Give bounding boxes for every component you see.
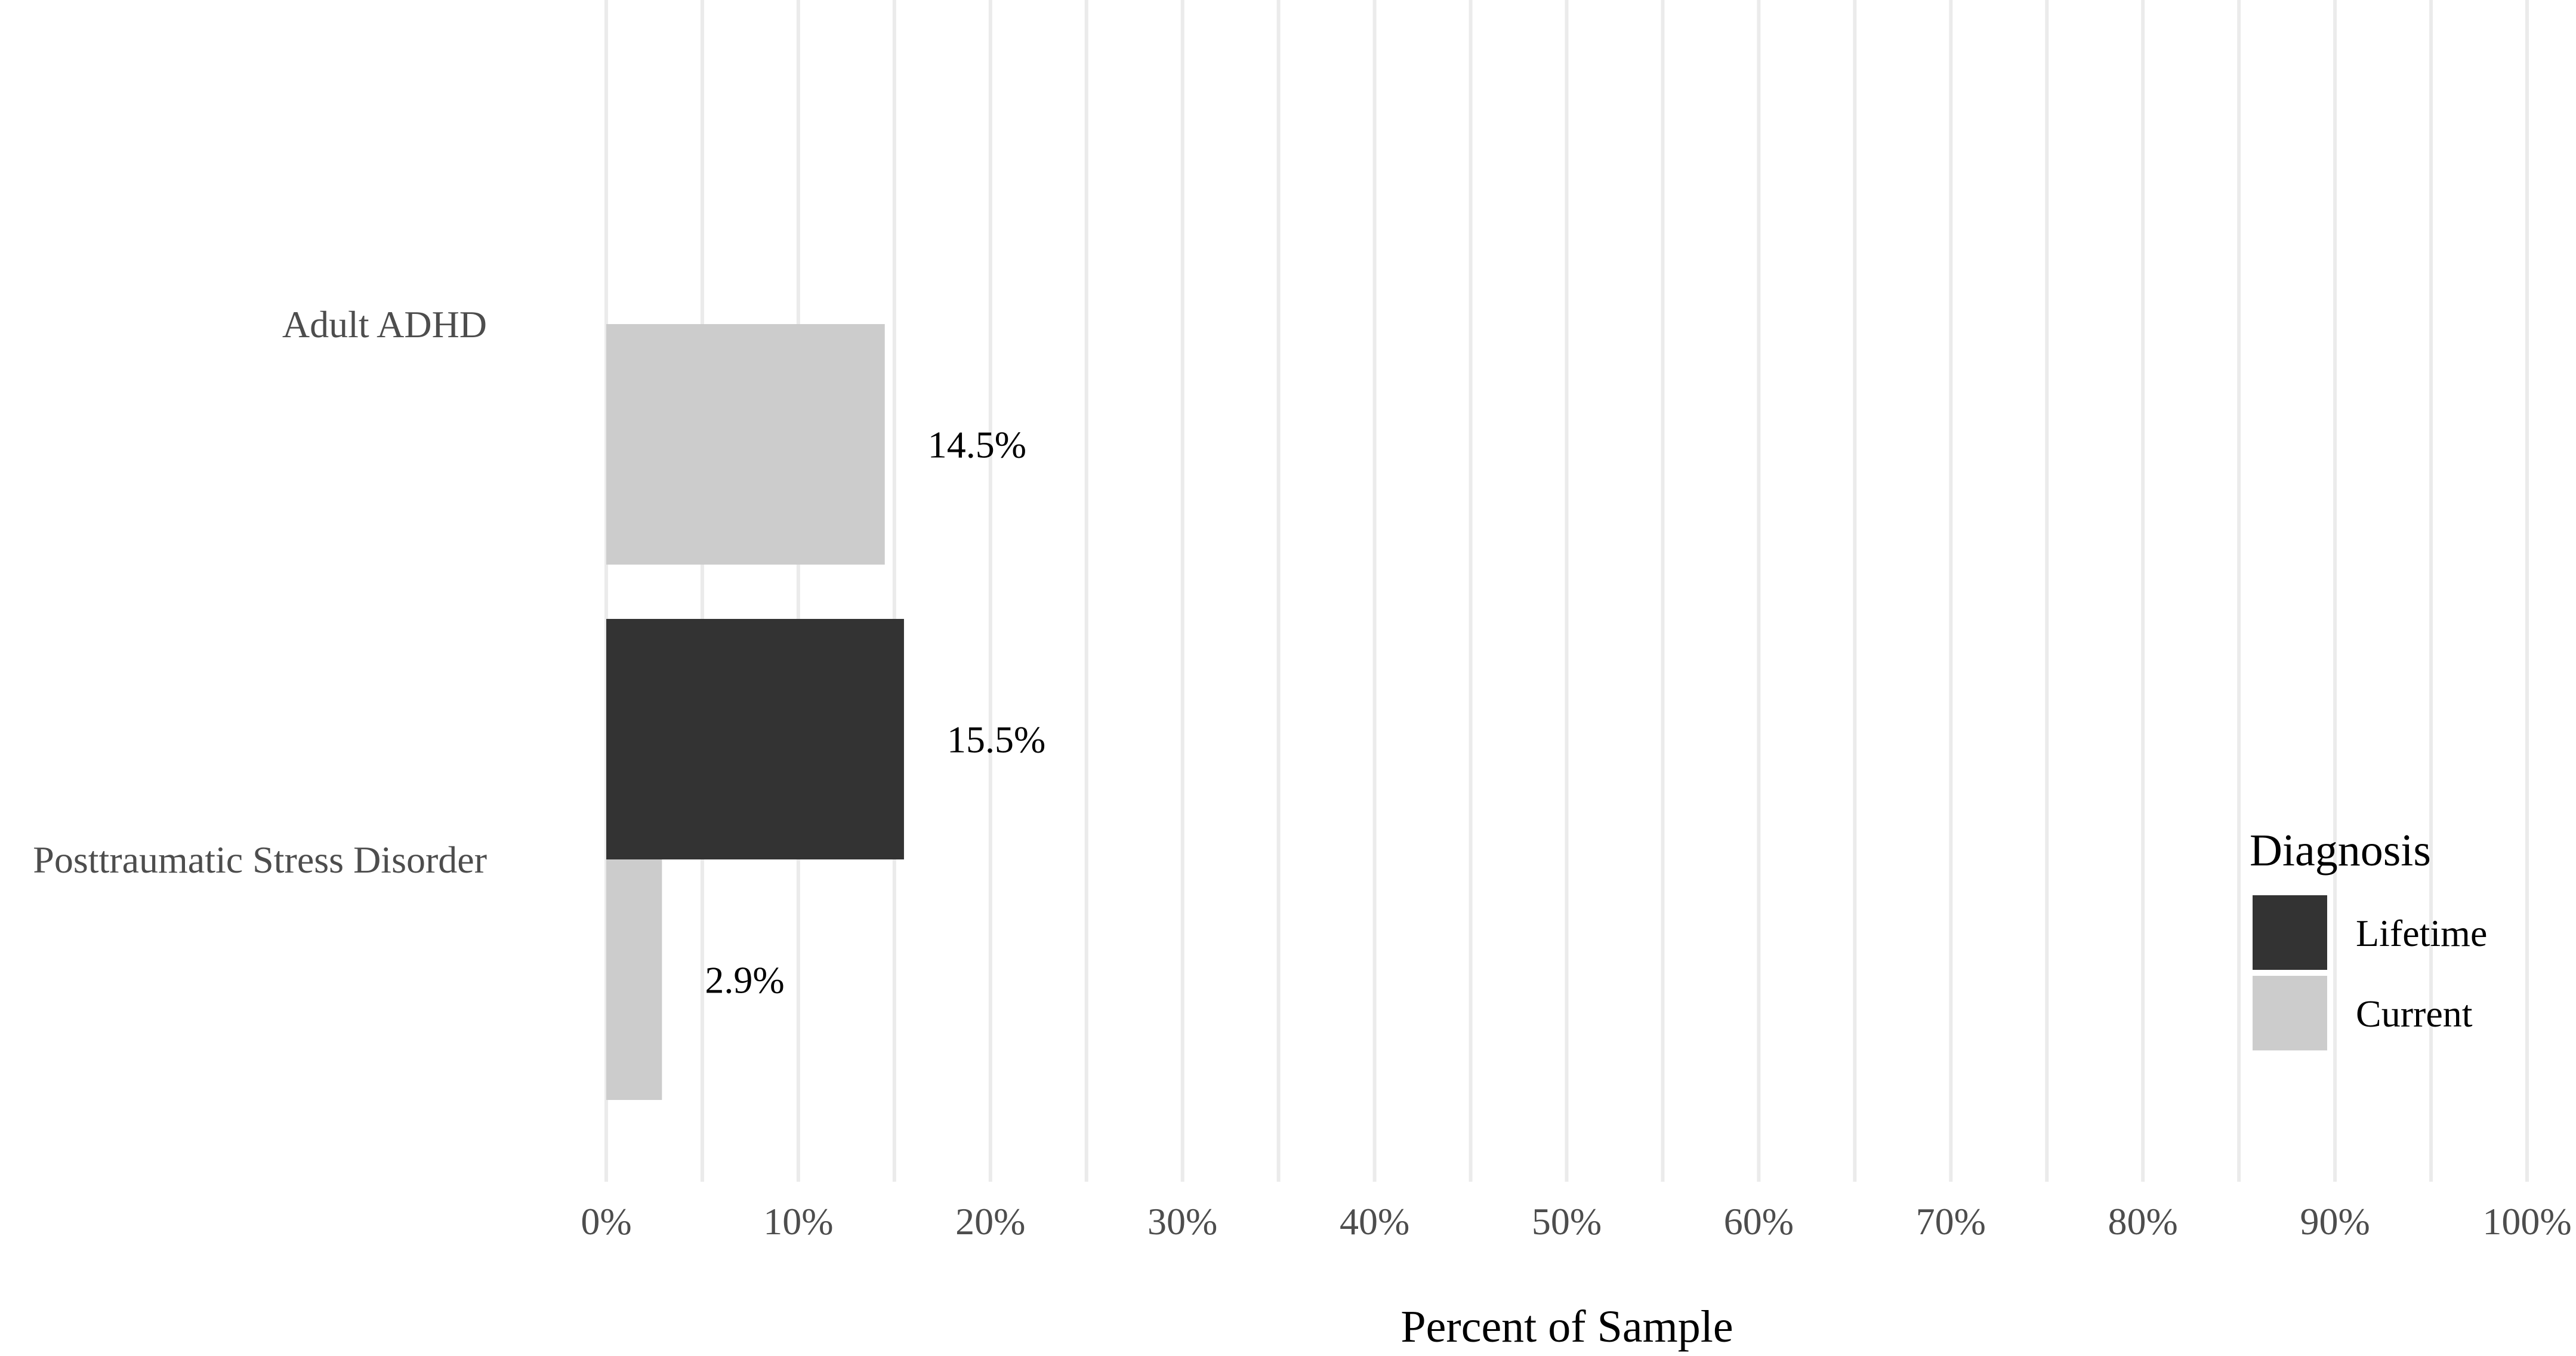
x-axis-title: Percent of Sample [1400, 1302, 1733, 1352]
legend: Diagnosis Lifetime Current [2250, 825, 2487, 1050]
bar-value-label: 14.5% [928, 424, 1026, 466]
x-tick-label: 30% [1147, 1200, 1217, 1243]
legend-title: Diagnosis [2250, 825, 2431, 876]
bar-value-label: 15.5% [947, 719, 1045, 761]
category-label: Posttraumatic Stress Disorder [33, 839, 487, 881]
bar-current [606, 859, 662, 1100]
x-tick-label: 40% [1340, 1200, 1409, 1243]
bar-value-label: 2.9% [705, 959, 784, 1001]
x-tick-label: 100% [2482, 1200, 2571, 1243]
legend-label: Lifetime [2356, 912, 2487, 954]
x-tick-label: 50% [1532, 1200, 1602, 1243]
bar-lifetime [606, 619, 904, 859]
legend-label: Current [2356, 993, 2473, 1035]
x-tick-label: 10% [763, 1200, 833, 1243]
legend-key-lifetime [2253, 895, 2327, 970]
x-tick-label: 80% [2108, 1200, 2178, 1243]
x-tick-label: 0% [581, 1200, 631, 1243]
bar-current [606, 324, 885, 565]
x-tick-label: 20% [955, 1200, 1025, 1243]
category-labels: Adult ADHD Posttraumatic Stress Disorder [33, 303, 487, 881]
legend-key-current [2253, 976, 2327, 1050]
gridlines [604, 0, 2529, 1182]
x-tick-label: 70% [1916, 1200, 1986, 1243]
category-label: Adult ADHD [282, 303, 487, 346]
x-tick-labels: 0% 10% 20% 30% 40% 50% 60% 70% 80% 90% 100% [581, 1200, 2571, 1243]
x-tick-label: 60% [1724, 1200, 1794, 1243]
bar-value-labels: 15.5% 14.5% 2.9% [705, 424, 1045, 1001]
x-tick-label: 90% [2300, 1200, 2370, 1243]
bars [606, 324, 904, 1100]
